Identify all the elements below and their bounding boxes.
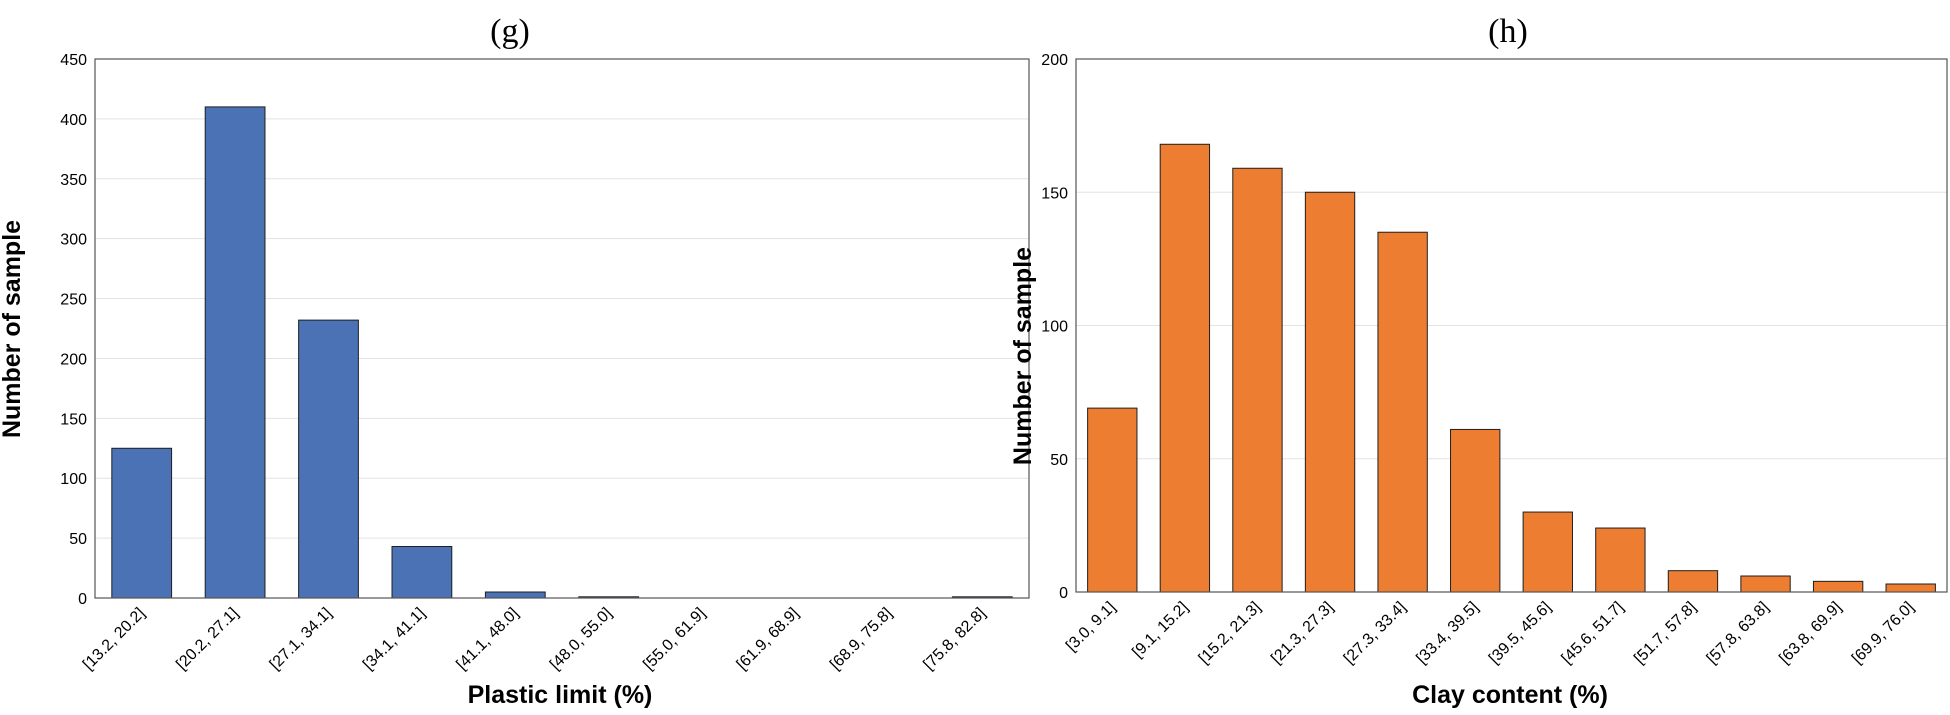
x-category-label: [48.0, 55.0] bbox=[547, 605, 616, 674]
x-category-label: [13.2, 20.2] bbox=[80, 605, 149, 674]
bar bbox=[1377, 231, 1428, 593]
bar bbox=[1232, 167, 1283, 593]
x-category-label: [68.9, 75.8] bbox=[827, 605, 896, 674]
y-tick-label: 450 bbox=[60, 52, 87, 69]
bar bbox=[484, 591, 546, 599]
y-tick-label: 200 bbox=[60, 351, 87, 368]
y-tick-label: 250 bbox=[60, 292, 87, 309]
y-tick-label: 100 bbox=[1041, 319, 1068, 336]
y-tick-label: 300 bbox=[60, 232, 87, 249]
x-category-label: [15.2, 21.3] bbox=[1196, 599, 1265, 668]
x-axis-title: Plastic limit (%) bbox=[468, 681, 653, 709]
bar bbox=[1450, 428, 1501, 593]
x-category-label: [55.0, 61.9] bbox=[640, 605, 709, 674]
x-category-label: [34.1, 41.1] bbox=[360, 605, 429, 674]
y-tick-label: 100 bbox=[60, 471, 87, 488]
y-tick-label: 400 bbox=[60, 112, 87, 129]
chart-plastic-limit: (g) 0 50 100 150 200 250 300 350 400 450 [13.2, 2… bbox=[0, 13, 1030, 709]
y-tick-label: 150 bbox=[1041, 185, 1068, 202]
x-category-label: [63.8, 69.9] bbox=[1776, 599, 1845, 668]
bar bbox=[1667, 570, 1719, 593]
y-tick-label: 0 bbox=[78, 591, 87, 608]
bar bbox=[1159, 143, 1211, 593]
bar bbox=[391, 545, 453, 599]
bar bbox=[1087, 407, 1138, 593]
bar bbox=[204, 106, 266, 599]
bar bbox=[1595, 527, 1646, 593]
y-tick-label: 200 bbox=[1041, 52, 1068, 69]
x-axis-title: Clay content (%) bbox=[1412, 681, 1608, 709]
chart-clay-content: (h) 0 50 100 150 200 [3.0, 9.1] [9.1, 15.2] [1… bbox=[1009, 13, 1948, 709]
y-tick-label: 50 bbox=[1050, 452, 1068, 469]
x-category-label: [39.5, 45.6] bbox=[1486, 599, 1555, 668]
panel-label-g: (g) bbox=[490, 13, 530, 50]
plot-area-frame bbox=[94, 58, 1030, 599]
x-category-label: [57.8, 63.8] bbox=[1704, 599, 1773, 668]
x-category-label: [75.8, 82.8] bbox=[920, 605, 989, 674]
bar bbox=[1885, 583, 1936, 593]
x-category-label: [61.9, 68.9] bbox=[734, 605, 803, 674]
bar bbox=[1522, 511, 1573, 593]
x-category-label: [27.3, 33.4] bbox=[1341, 599, 1410, 668]
bar bbox=[1812, 580, 1864, 593]
x-category-label: [27.1, 34.1] bbox=[267, 605, 336, 674]
y-tick-label: 350 bbox=[60, 172, 87, 189]
x-category-label: [33.4, 39.5] bbox=[1413, 599, 1482, 668]
x-category-label: [45.6, 51.7] bbox=[1559, 599, 1628, 668]
panel-label-h: (h) bbox=[1488, 13, 1528, 50]
y-tick-label: 0 bbox=[1059, 585, 1068, 602]
x-category-label: [3.0, 9.1] bbox=[1063, 599, 1119, 655]
bar bbox=[1740, 575, 1791, 593]
y-axis-title: Number of sample bbox=[1009, 247, 1037, 465]
y-tick-label: 150 bbox=[60, 411, 87, 428]
x-category-label: [21.3, 27.3] bbox=[1268, 599, 1337, 668]
x-category-label: [51.7, 57.8] bbox=[1631, 599, 1700, 668]
y-axis-title: Number of sample bbox=[0, 220, 26, 438]
bar bbox=[1304, 191, 1356, 593]
x-category-label: [20.2, 27.1] bbox=[173, 605, 242, 674]
y-tick-label: 50 bbox=[69, 531, 87, 548]
x-category-label: [9.1, 15.2] bbox=[1129, 599, 1191, 661]
bar bbox=[298, 319, 359, 599]
x-category-label: [41.1, 48.0] bbox=[453, 605, 522, 674]
plot-area-frame bbox=[1075, 58, 1948, 593]
x-category-label: [69.9, 76.0] bbox=[1849, 599, 1918, 668]
bar bbox=[111, 447, 173, 599]
